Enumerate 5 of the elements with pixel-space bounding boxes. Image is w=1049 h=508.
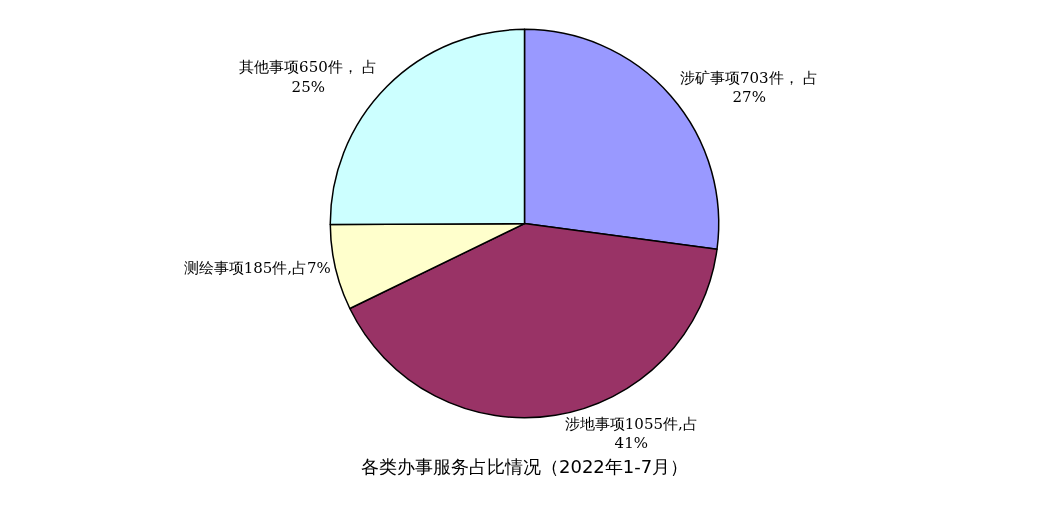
slice-label: 涉地事项1055件,占 41% [564,414,698,453]
slice-label: 涉矿事项703件， 占 27% [680,68,819,107]
slice-label: 测绘事项185件,占7% [183,259,331,278]
slice-label: 其他事项650件， 占 25% [239,58,378,96]
text: 各类办事服务占比情况（2022年1-7月） [361,456,689,477]
